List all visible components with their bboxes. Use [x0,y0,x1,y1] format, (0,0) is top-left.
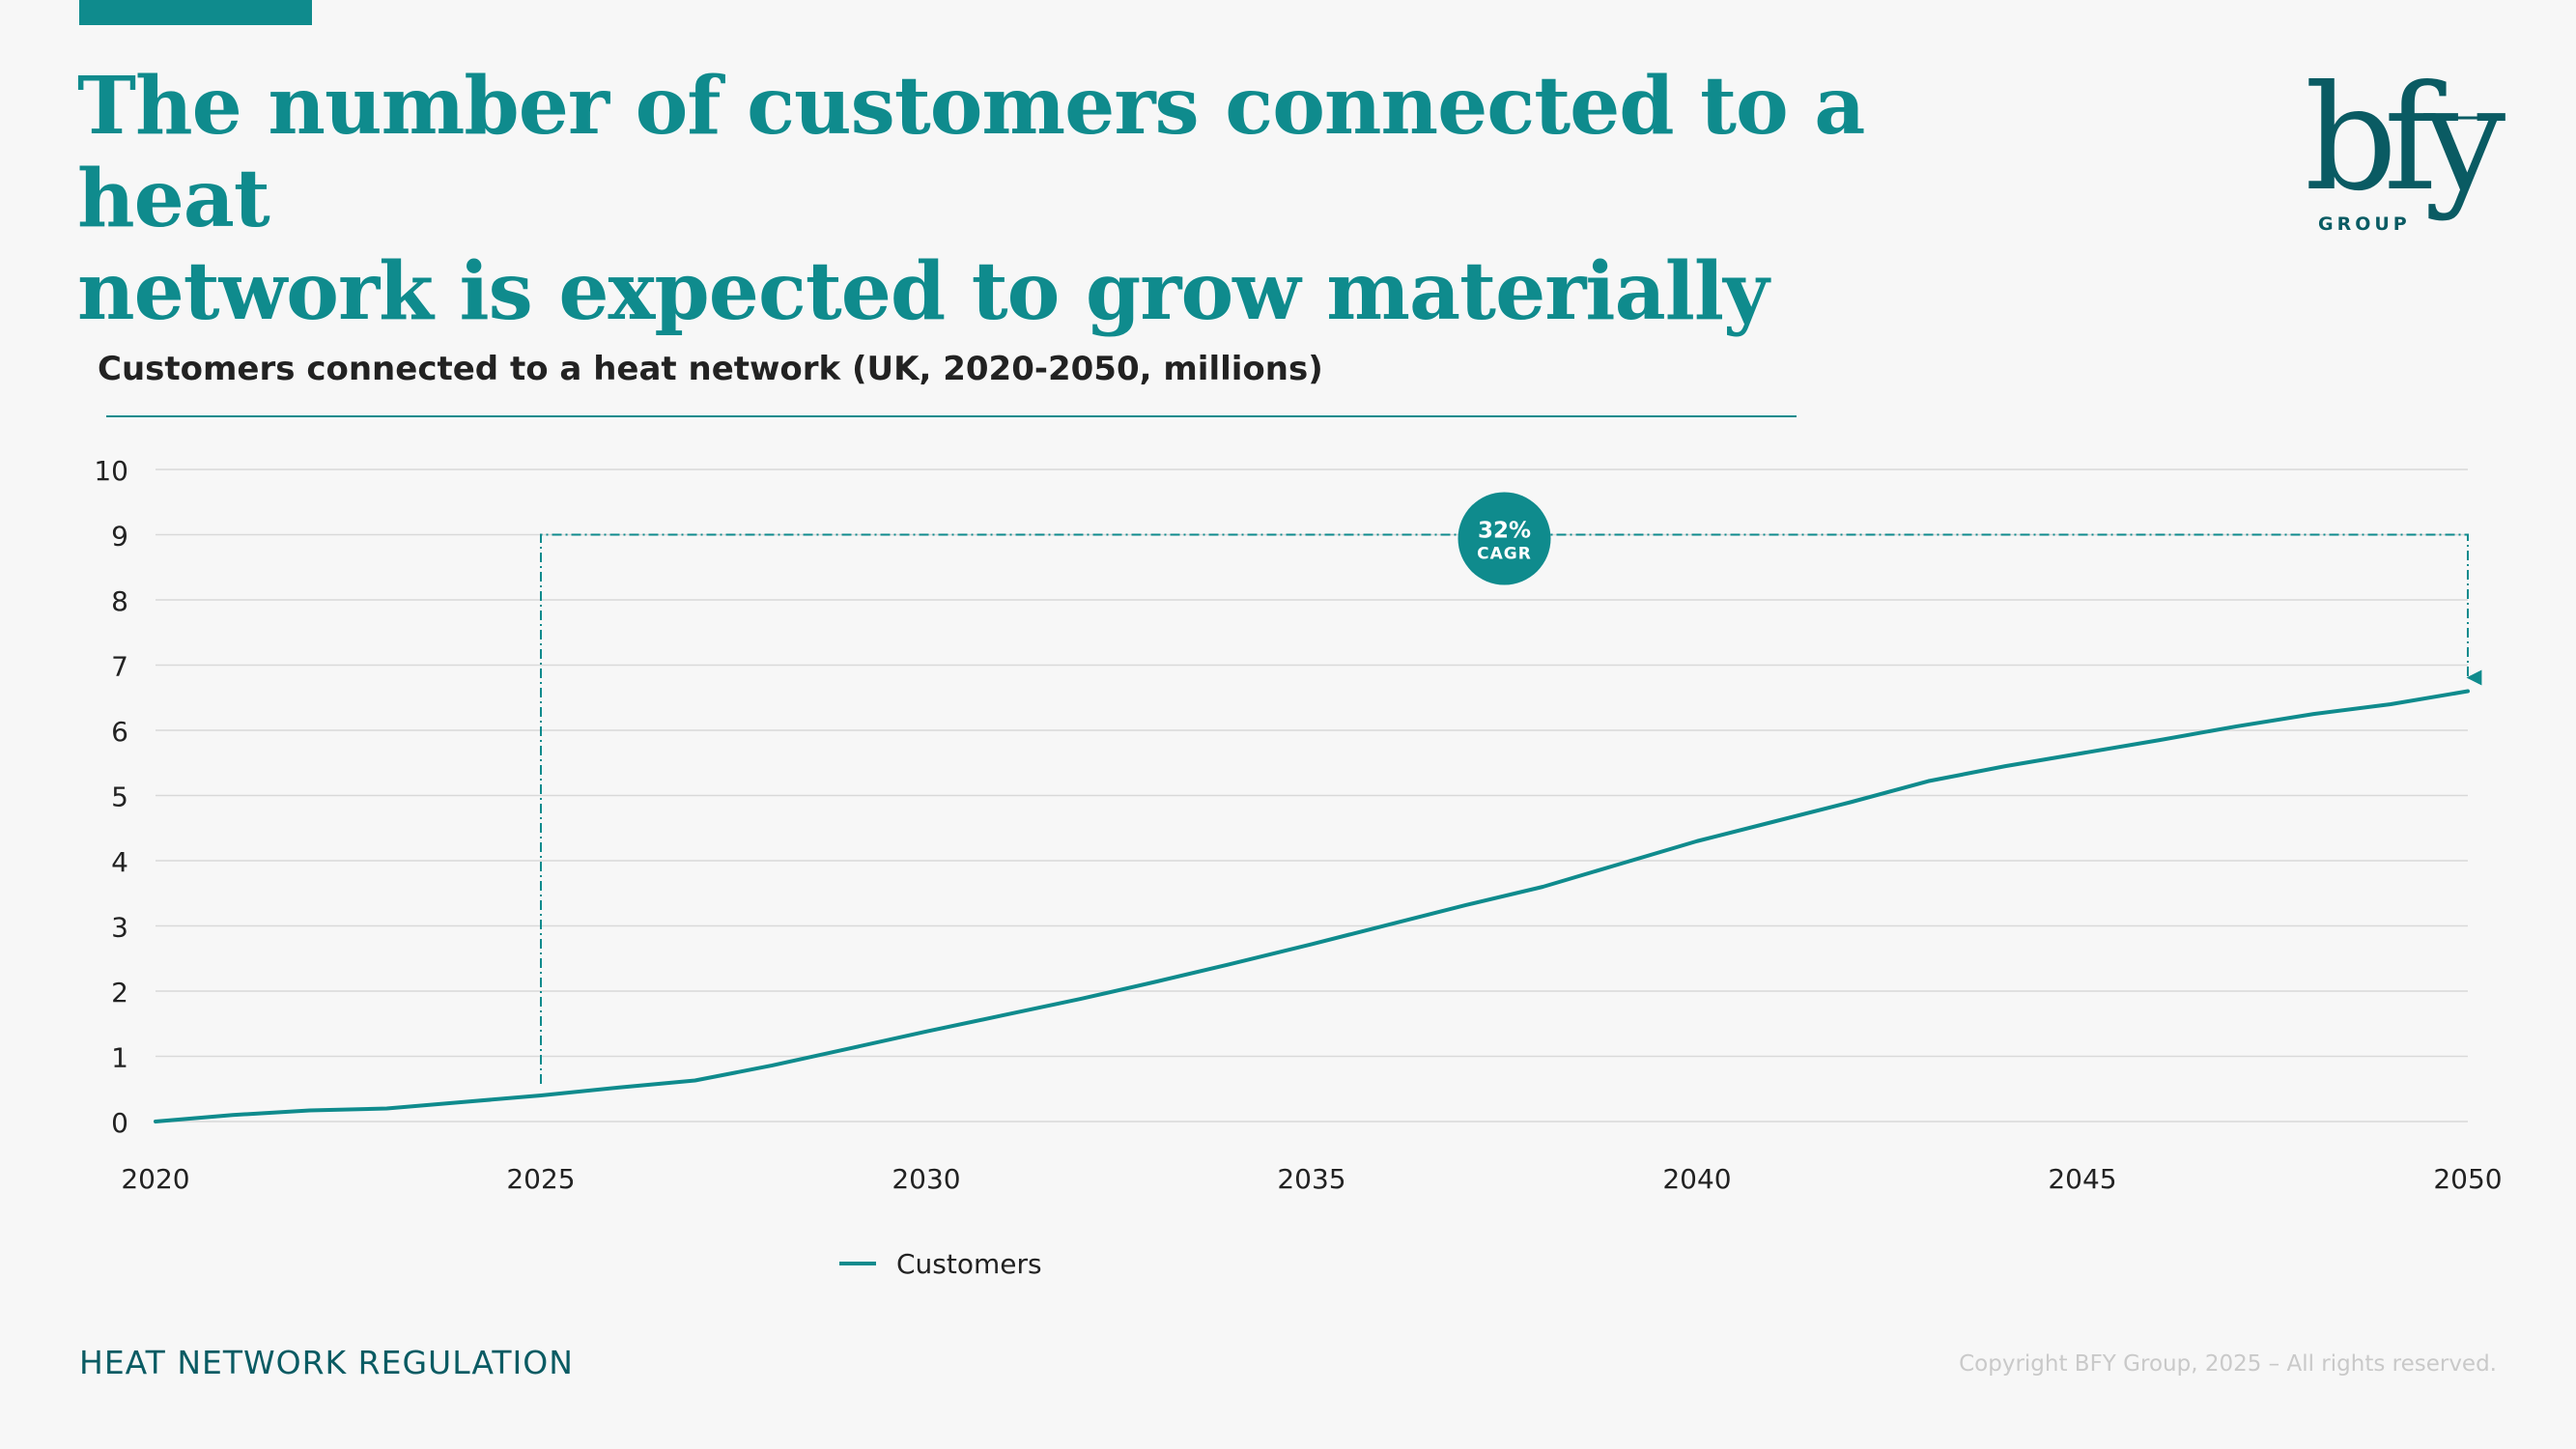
x-tick-label-2035: 2035 [1277,1163,1345,1195]
x-tick-label-2025: 2025 [506,1163,575,1195]
y-tick-label-8: 8 [111,585,128,617]
logo-group-label: GROUP [2318,213,2411,235]
y-tick-label-9: 9 [111,521,128,553]
legend-label-customers: Customers [896,1248,1042,1280]
y-tick-label-6: 6 [111,716,128,748]
cagr-value: 32% [1478,519,1531,544]
x-tick-label-2045: 2045 [2048,1163,2116,1195]
slide-title: The number of customers connected to a h… [77,60,2009,338]
chart-title-rule [106,415,1797,417]
y-tick-label-5: 5 [111,781,128,813]
series-line-customers [154,689,2470,1123]
y-tick-label-1: 1 [111,1042,128,1074]
x-tick-label-2030: 2030 [892,1163,960,1195]
cagr-label: CAGR [1477,545,1532,564]
slide-title-line-2: network is expected to grow materially [77,245,1769,338]
footer-copyright: Copyright BFY Group, 2025 – All rights r… [1959,1351,2497,1377]
y-tick-label-10: 10 [94,455,128,487]
x-tick-label-2050: 2050 [2433,1163,2502,1195]
chart-title: Customers connected to a heat network (U… [98,350,1323,388]
y-tick-label-2: 2 [111,977,128,1009]
y-tick-label-4: 4 [111,846,128,878]
x-tick-label-2020: 2020 [121,1163,189,1195]
y-tick-label-0: 0 [111,1107,128,1139]
footer-section-label: HEAT NETWORK REGULATION [79,1344,574,1381]
logo-mark: bfy [2305,68,2506,223]
y-tick-label-3: 3 [111,912,128,944]
slide-title-line-1: The number of customers connected to a h… [77,60,1865,245]
x-tick-label-2040: 2040 [1662,1163,1731,1195]
cagr-badge [1458,492,1551,585]
customers-line-chart: 0 1 2 3 4 5 6 7 8 9 10 2020 2025 2030 2035 2040 2045 2050… [94,455,2502,1280]
top-accent-bar [79,0,312,25]
cagr-bracket [540,533,2482,1084]
bfy-group-logo: bfy GROUP [2305,68,2511,235]
y-tick-label-7: 7 [111,651,128,683]
